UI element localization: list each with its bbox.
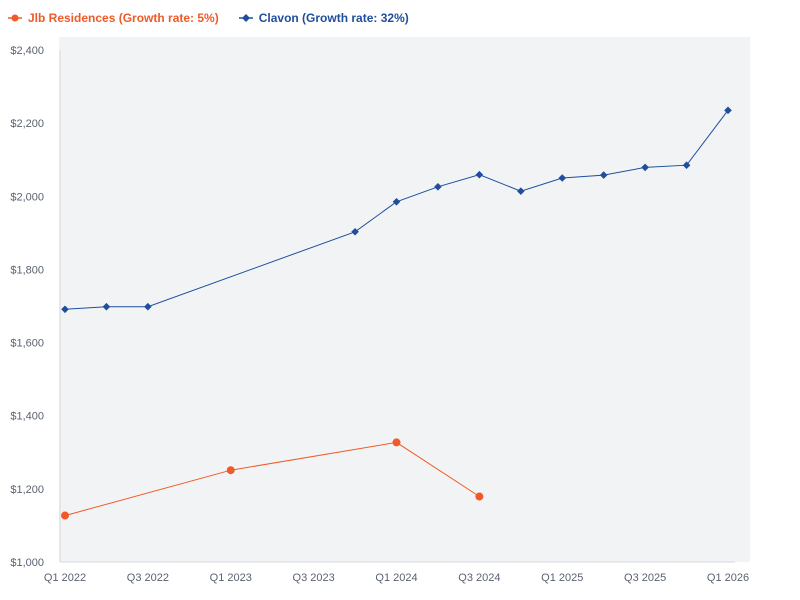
x-tick-label: Q3 2022 bbox=[127, 572, 169, 584]
x-axis-ticks: Q1 2022 Q3 2022 Q1 2023 Q3 2023 Q1 2024 Q3 20… bbox=[44, 572, 749, 584]
series-layer bbox=[61, 106, 732, 520]
data-point[interactable] bbox=[475, 492, 484, 501]
x-tick-label: Q3 2025 bbox=[624, 572, 666, 584]
legend-label-clavon: Clavon (Growth rate: 32%) bbox=[258, 11, 409, 25]
data-point[interactable] bbox=[392, 197, 401, 206]
y-tick-label: $1,200 bbox=[10, 484, 44, 496]
legend-marker-diamond-icon bbox=[238, 14, 253, 22]
y-tick-label: $1,600 bbox=[10, 338, 44, 350]
legend-marker-circle-icon bbox=[8, 14, 22, 22]
x-tick-label: Q3 2023 bbox=[293, 572, 335, 584]
data-point[interactable] bbox=[599, 171, 608, 179]
legend: Jlb Residences (Growth rate: 5%) Clavon … bbox=[8, 8, 409, 28]
data-point[interactable] bbox=[641, 163, 649, 172]
data-point[interactable] bbox=[434, 182, 442, 191]
data-point[interactable] bbox=[682, 161, 691, 169]
legend-item-clavon[interactable]: Clavon (Growth rate: 32%) bbox=[238, 11, 409, 25]
x-tick-label: Q1 2026 bbox=[707, 572, 749, 584]
data-point[interactable] bbox=[517, 187, 525, 195]
data-point[interactable] bbox=[102, 302, 111, 311]
x-tick-label: Q3 2024 bbox=[458, 572, 500, 584]
series-line-0 bbox=[64, 441, 480, 517]
data-point[interactable] bbox=[226, 466, 235, 475]
legend-label-jlb: Jlb Residences (Growth rate: 5%) bbox=[28, 11, 219, 25]
y-tick-label: $1,000 bbox=[10, 557, 44, 569]
y-tick-label: $1,800 bbox=[10, 264, 44, 276]
y-tick-label: $2,000 bbox=[10, 191, 44, 203]
x-tick-label: Q1 2022 bbox=[44, 572, 86, 584]
data-point[interactable] bbox=[475, 170, 484, 179]
data-point[interactable] bbox=[351, 227, 359, 236]
data-point[interactable] bbox=[144, 302, 152, 311]
x-tick-label: Q1 2025 bbox=[541, 572, 583, 584]
y-tick-label: $2,200 bbox=[10, 118, 44, 130]
legend-item-jlb[interactable]: Jlb Residences (Growth rate: 5%) bbox=[8, 11, 219, 25]
data-point[interactable] bbox=[558, 174, 567, 182]
data-point[interactable] bbox=[61, 511, 69, 520]
plot-background bbox=[59, 37, 750, 562]
data-point[interactable] bbox=[392, 438, 401, 447]
x-tick-label: Q1 2023 bbox=[210, 572, 252, 584]
data-point[interactable] bbox=[724, 106, 732, 115]
x-tick-label: Q1 2024 bbox=[375, 572, 417, 584]
y-tick-label: $1,400 bbox=[10, 411, 44, 423]
y-axis-ticks: $1,000 $1,200 $1,400 $1,600 $1,800 $2,000 $2,2… bbox=[10, 45, 44, 569]
y-tick-label: $2,400 bbox=[10, 45, 44, 57]
data-point[interactable] bbox=[61, 305, 69, 314]
